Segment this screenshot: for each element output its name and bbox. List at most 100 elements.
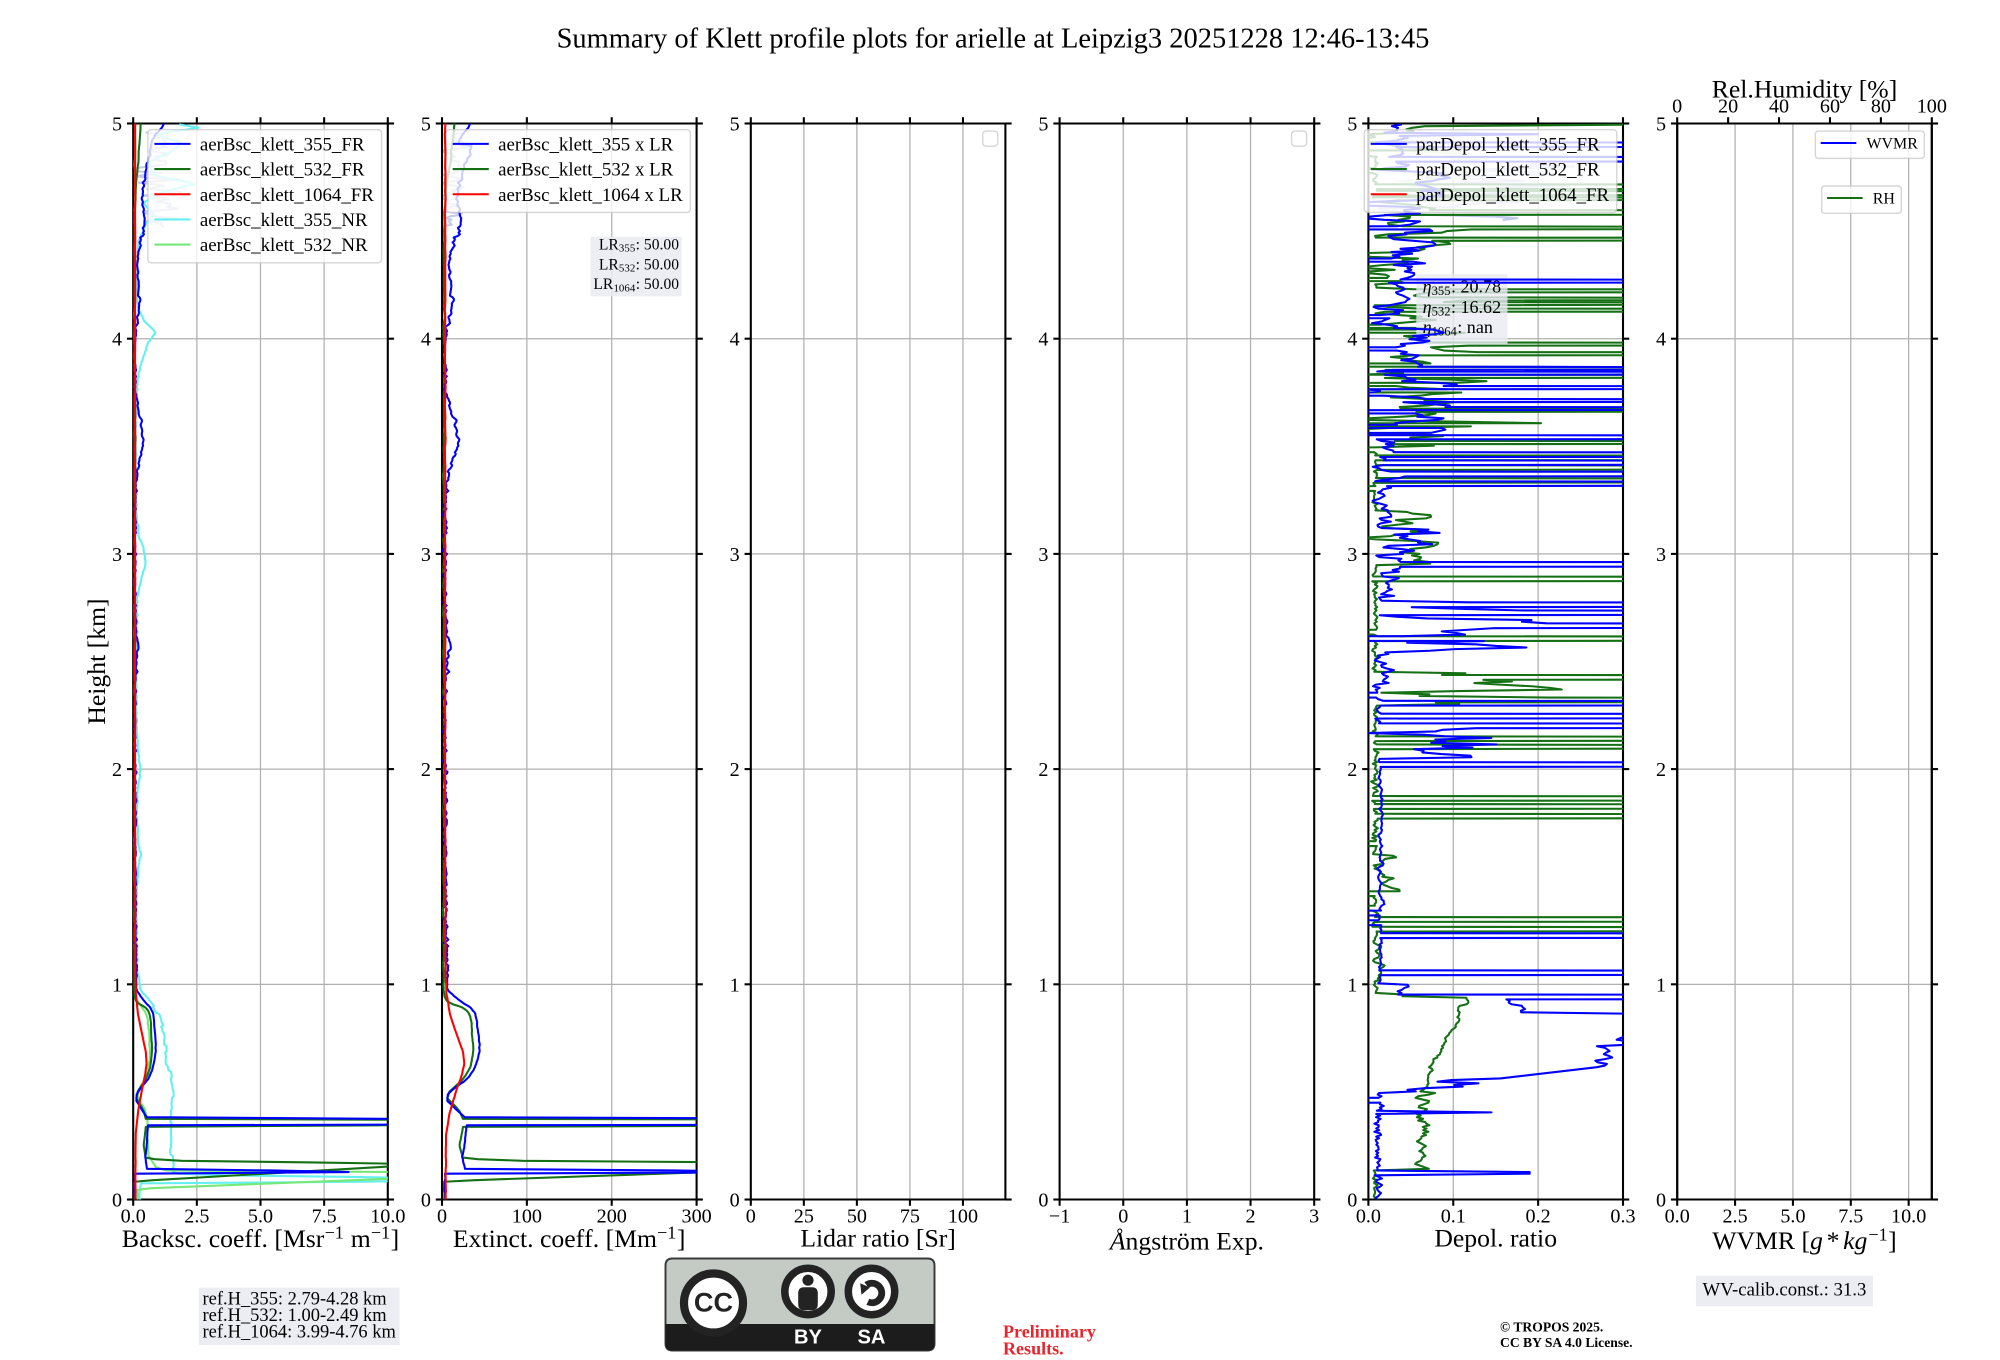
svg-text:0.3: 0.3 [1610,1206,1635,1228]
svg-text:WVMR: WVMR [1866,136,1918,153]
svg-text:2.5: 2.5 [184,1206,209,1228]
svg-text:Height [km]: Height [km] [82,598,111,724]
svg-text:5.0: 5.0 [248,1206,273,1228]
svg-text:4: 4 [421,329,431,351]
svg-text:ref.H_1064: 3.99-4.76 km: ref.H_1064: 3.99-4.76 km [203,1321,397,1341]
svg-text:ref.H_355: 2.79-4.28 km: ref.H_355: 2.79-4.28 km [203,1288,388,1308]
svg-text:L R :: L R : 5 0 . 0 0 1 0 6 4 [593,269,684,296]
svg-text:aerBsc_klett_532_FR: aerBsc_klett_532_FR [200,160,365,181]
svg-text:2: 2 [730,759,740,781]
svg-text:3: 3 [1656,544,1666,566]
svg-text:1: 1 [1656,974,1666,996]
svg-text:© TROPOS 2025.: © TROPOS 2025. [1500,1319,1603,1334]
svg-text:20: 20 [1718,95,1738,117]
svg-text:CC: CC [694,1287,733,1318]
svg-text:0.0: 0.0 [1356,1206,1381,1228]
svg-text:4: 4 [1038,329,1048,351]
svg-text:aerBsc_klett_1064 x LR: aerBsc_klett_1064 x LR [498,185,683,206]
svg-text:SA: SA [858,1327,886,1349]
svg-text:0: 0 [1038,1190,1048,1212]
svg-text:aerBsc_klett_1064_FR: aerBsc_klett_1064_FR [200,185,374,206]
svg-text:7.5: 7.5 [1838,1206,1863,1228]
svg-text:60: 60 [1820,95,1840,117]
svg-text:B a c k: B a c k s c . c o e f f . [ M s r m ] − [122,1219,405,1253]
svg-text:2: 2 [1246,1206,1256,1228]
svg-text:Preliminary: Preliminary [1003,1322,1096,1342]
svg-text:4: 4 [1347,329,1357,351]
svg-text:parDepol_klett_1064_FR: parDepol_klett_1064_FR [1416,185,1609,206]
svg-text:0: 0 [1672,95,1682,117]
svg-text:Summary of Klett profile plots: Summary of Klett profile plots for ariel… [557,24,1430,55]
svg-text:aerBsc_klett_355_FR: aerBsc_klett_355_FR [200,134,365,155]
svg-text:0: 0 [1118,1206,1128,1228]
svg-text:L R :: L R : 5 0 . 0 0 3 5 5 [599,229,685,256]
svg-text:0: 0 [1347,1190,1357,1212]
svg-text:5: 5 [421,113,431,135]
svg-text:10.0: 10.0 [1891,1206,1926,1228]
svg-text:5: 5 [730,113,740,135]
svg-text:0: 0 [437,1206,447,1228]
svg-text:RH: RH [1873,191,1896,208]
svg-text:3: 3 [1309,1206,1319,1228]
svg-text:1: 1 [112,974,122,996]
svg-text:0.0: 0.0 [121,1206,146,1228]
svg-text:Rel.Humidity [%]: Rel.Humidity [%] [1712,75,1898,104]
svg-text:0: 0 [730,1190,740,1212]
svg-text:1: 1 [1182,1206,1192,1228]
svg-text:aerBsc_klett_355 x LR: aerBsc_klett_355 x LR [498,134,673,155]
svg-text:4: 4 [112,329,122,351]
svg-text:0.1: 0.1 [1441,1206,1466,1228]
svg-text:4: 4 [1656,329,1666,351]
svg-text:parDepol_klett_532_FR: parDepol_klett_532_FR [1416,160,1600,181]
svg-text:Results.: Results. [1003,1339,1064,1359]
svg-text:300: 300 [682,1206,712,1228]
svg-text:5: 5 [1038,113,1048,135]
svg-text:L R :: L R : 5 0 . 0 0 5 3 2 [599,249,685,276]
svg-text:40: 40 [1769,95,1789,117]
svg-text:η 5 3 2: η 5 3 2 : 1 6 . 6 2 [1423,293,1501,320]
svg-text:10.0: 10.0 [370,1206,405,1228]
svg-text:ref.H_532: 1.00-2.49 km: ref.H_532: 1.00-2.49 km [203,1305,388,1325]
svg-text:3: 3 [112,544,122,566]
svg-text:Lidar ratio [Sr]: Lidar ratio [Sr] [800,1224,956,1253]
svg-text:100: 100 [512,1206,542,1228]
svg-text:1: 1 [730,974,740,996]
svg-text:100: 100 [948,1206,978,1228]
svg-text:2: 2 [1656,759,1666,781]
svg-text:η 3 5 5: η 3 5 5 : 2 0 . 7 8 [1423,272,1501,299]
svg-text:W V M R: W V M R [ * ] g k g − 1 [1712,1221,1902,1255]
svg-text:5: 5 [1347,113,1357,135]
svg-text:Depol. ratio: Depol. ratio [1434,1224,1557,1253]
svg-text:5.0: 5.0 [1780,1206,1805,1228]
svg-text:Å n g s: Å n g s t r ö m E x p . [1108,1226,1264,1255]
svg-text:0: 0 [112,1190,122,1212]
svg-text:−1: −1 [1049,1206,1070,1228]
svg-text:parDepol_klett_355_FR: parDepol_klett_355_FR [1416,134,1600,155]
svg-text:1: 1 [421,974,431,996]
svg-text:1: 1 [1038,974,1048,996]
svg-text:50: 50 [847,1206,867,1228]
svg-text:5: 5 [112,113,122,135]
svg-text:η 1 0 6: η 1 0 6 4 : n a n [1423,313,1493,340]
svg-text:3: 3 [1347,544,1357,566]
svg-text:0: 0 [746,1206,756,1228]
svg-text:aerBsc_klett_355_NR: aerBsc_klett_355_NR [200,210,368,231]
svg-text:E x t i: E x t i n c t . c o e f f . [ M m ] − 1 [453,1219,691,1253]
svg-text:2.5: 2.5 [1722,1206,1747,1228]
svg-text:0: 0 [421,1190,431,1212]
svg-text:WV-calib.const.: 31.3: WV-calib.const.: 31.3 [1703,1280,1867,1301]
svg-text:3: 3 [421,544,431,566]
svg-text:0.0: 0.0 [1665,1206,1690,1228]
svg-text:1: 1 [1347,974,1357,996]
svg-text:CC BY SA 4.0 License.: CC BY SA 4.0 License. [1500,1335,1633,1350]
svg-text:2: 2 [1038,759,1048,781]
svg-text:4: 4 [730,329,740,351]
svg-text:aerBsc_klett_532_NR: aerBsc_klett_532_NR [200,235,368,256]
svg-text:2: 2 [112,759,122,781]
svg-text:2: 2 [421,759,431,781]
svg-text:2: 2 [1347,759,1357,781]
svg-text:25: 25 [794,1206,814,1228]
svg-text:75: 75 [900,1206,920,1228]
svg-text:aerBsc_klett_532 x LR: aerBsc_klett_532 x LR [498,160,673,181]
svg-text:80: 80 [1871,95,1891,117]
